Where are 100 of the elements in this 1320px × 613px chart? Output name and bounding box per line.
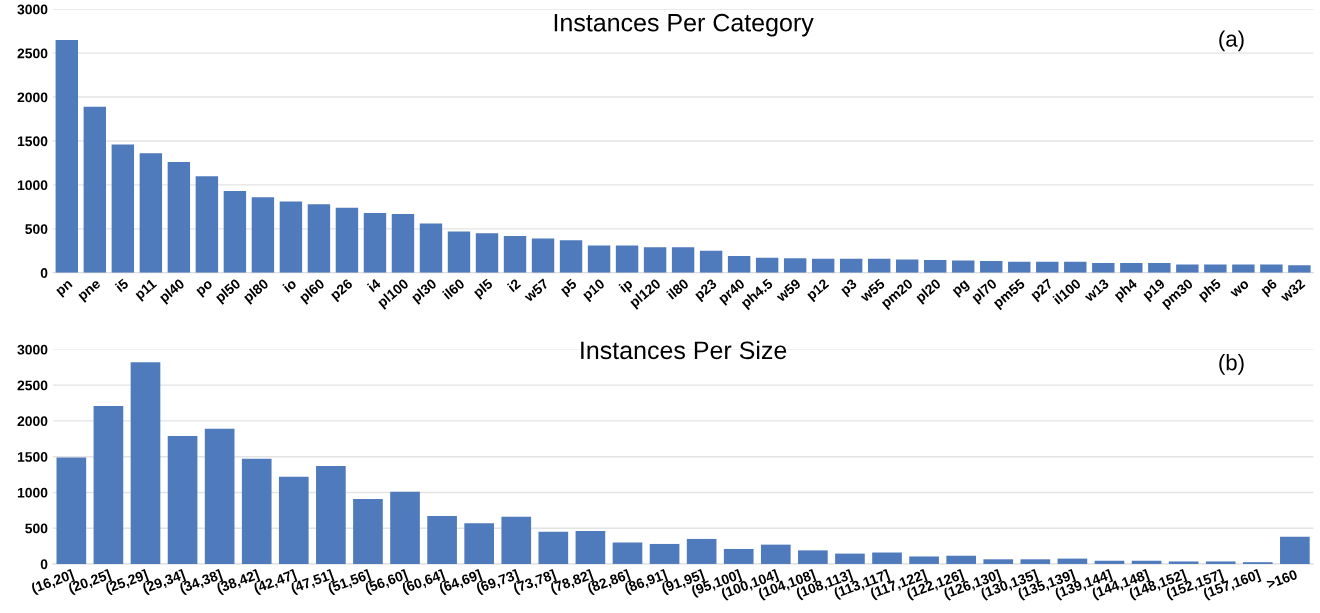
x-tick-label: p12 [805, 278, 832, 303]
bar [980, 260, 1003, 273]
y-tick-label: 2000 [17, 92, 48, 103]
bar [1094, 560, 1125, 564]
bar [612, 542, 643, 564]
x-tick-label: il80 [666, 278, 690, 300]
x-tick-label: p5 [559, 278, 580, 298]
bar [723, 548, 754, 564]
x-tick-label: p10 [581, 278, 607, 303]
x-tick-label: p11 [134, 278, 159, 302]
x-tick-label: ip [618, 278, 635, 295]
bar [1131, 560, 1162, 564]
x-tick-label: pn [56, 280, 75, 298]
bar [1120, 263, 1143, 273]
bar [278, 476, 309, 564]
bar [83, 106, 107, 273]
bar [56, 457, 87, 564]
bar [307, 204, 331, 273]
bar [464, 523, 495, 564]
bar [241, 458, 272, 564]
bar [798, 550, 828, 564]
x-tick-label: pne [78, 279, 103, 303]
bar [1092, 263, 1115, 273]
bar [538, 531, 569, 564]
bar [363, 213, 387, 273]
y-tick-label: 1500 [17, 452, 48, 462]
bar [671, 247, 695, 273]
x-tick-label: p6 [1259, 278, 1280, 298]
bar [139, 153, 163, 273]
bar [1205, 561, 1236, 564]
bar [1176, 264, 1199, 273]
bar [811, 258, 835, 273]
x-tick-label: p26 [329, 278, 355, 303]
y-tick-label: 2000 [17, 416, 48, 427]
annotation: (a) [1219, 30, 1244, 52]
bar [501, 516, 532, 564]
y-tick-label: 500 [25, 523, 48, 534]
bar [167, 162, 191, 273]
y-tick-label: 2500 [17, 48, 48, 59]
bar [1168, 561, 1199, 564]
y-tick-label: 1000 [17, 180, 48, 191]
bar [783, 258, 807, 273]
x-tick-label: io [282, 277, 298, 293]
chart-title: Instances Per Size [581, 340, 787, 360]
bar [111, 144, 135, 273]
annotation: (b) [1219, 354, 1244, 375]
bar [204, 428, 235, 564]
bar [699, 250, 723, 273]
x-tick-label: p23 [693, 278, 720, 303]
bar [353, 498, 383, 564]
bar [867, 258, 891, 273]
bar [839, 258, 863, 273]
bar [251, 197, 275, 273]
bar [615, 245, 639, 273]
bar [575, 531, 606, 564]
bar [1057, 558, 1088, 564]
chart-title: Instances Per Category [554, 13, 814, 37]
bar [427, 516, 457, 564]
y-tick-label: 0 [40, 268, 48, 278]
bar [1148, 263, 1171, 273]
bar [130, 362, 161, 564]
bar [93, 405, 124, 564]
bar [335, 207, 359, 273]
x-tick-label: il60 [441, 278, 466, 300]
y-tick-label: 0 [40, 559, 48, 570]
bar [419, 223, 443, 273]
bar [1232, 264, 1255, 273]
x-tick-label: pg [952, 280, 971, 298]
bar [195, 176, 219, 273]
bar [1020, 559, 1051, 564]
y-tick-label: 500 [25, 224, 48, 235]
bar [686, 538, 717, 564]
x-tick-label: pl5 [472, 277, 496, 300]
bar [1280, 536, 1310, 564]
x-tick-label: i4 [366, 277, 382, 293]
bar [316, 465, 346, 564]
bar [279, 201, 303, 273]
bar [760, 544, 791, 564]
x-tick-label: w57 [523, 278, 550, 303]
x-tick-label: p3 [839, 278, 860, 298]
y-tick-label: 1000 [17, 487, 48, 498]
bar [946, 555, 976, 564]
bar [475, 233, 499, 273]
bar [909, 556, 939, 564]
bar [952, 260, 975, 273]
bar [447, 231, 471, 273]
bar [587, 245, 611, 273]
bar [649, 543, 680, 564]
bar [643, 247, 667, 273]
y-tick-label: 3000 [17, 4, 48, 15]
bar [1260, 264, 1283, 273]
bar [983, 559, 1014, 564]
bar [531, 238, 555, 273]
bar [727, 256, 751, 273]
x-tick-label: i2 [506, 278, 522, 293]
bar [924, 260, 947, 273]
x-tick-label: po [196, 279, 215, 298]
x-tick-label: w59 [775, 278, 802, 303]
bar [755, 257, 779, 273]
x-tick-label: w32 [1279, 278, 1306, 303]
